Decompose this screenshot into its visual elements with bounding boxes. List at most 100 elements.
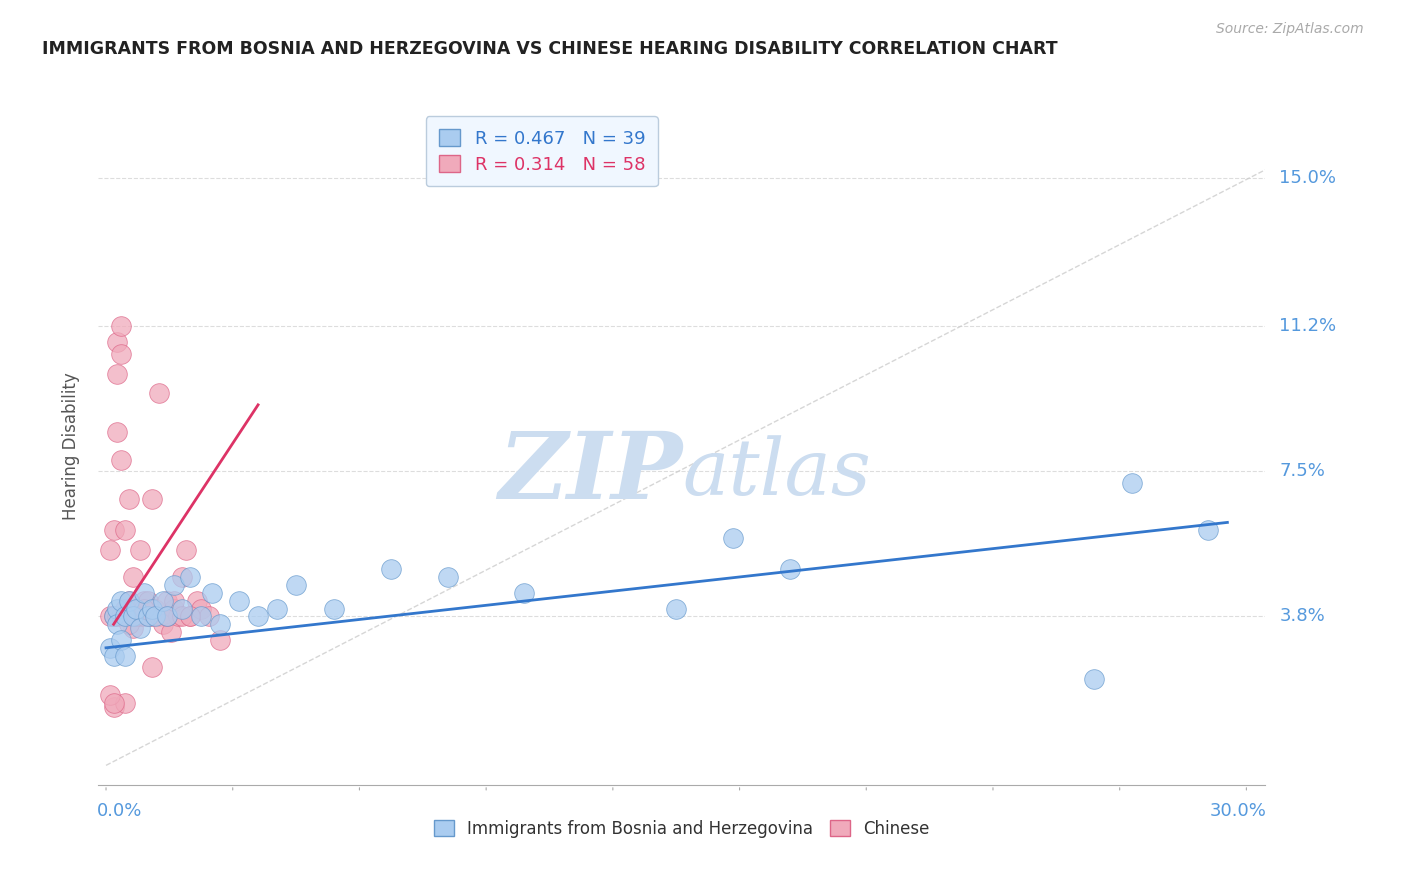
Point <box>148 609 170 624</box>
Point <box>125 601 148 615</box>
Point <box>110 594 132 608</box>
Point <box>186 594 208 608</box>
Text: IMMIGRANTS FROM BOSNIA AND HERZEGOVINA VS CHINESE HEARING DISABILITY CORRELATION: IMMIGRANTS FROM BOSNIA AND HERZEGOVINA V… <box>42 40 1057 58</box>
Point <box>98 609 121 624</box>
Point <box>145 601 167 615</box>
Point <box>141 660 163 674</box>
Point <box>163 601 186 615</box>
Point <box>125 609 148 624</box>
Point <box>209 617 232 632</box>
Point <box>103 699 125 714</box>
Point <box>285 578 308 592</box>
Point <box>125 609 148 624</box>
Point <box>163 578 186 592</box>
Y-axis label: Hearing Disability: Hearing Disability <box>62 372 80 520</box>
Point <box>107 367 129 381</box>
Point <box>156 594 179 608</box>
Text: 7.5%: 7.5% <box>1279 462 1326 481</box>
Point <box>132 601 155 615</box>
Point <box>247 609 270 624</box>
Text: ZIP: ZIP <box>498 428 682 518</box>
Point <box>114 609 136 624</box>
Point <box>107 335 129 350</box>
Point <box>118 594 141 608</box>
Point <box>145 609 167 624</box>
Point <box>197 609 219 624</box>
Point <box>141 601 163 615</box>
Point <box>132 609 155 624</box>
Point <box>141 491 163 506</box>
Point <box>132 594 155 608</box>
Point <box>103 648 125 663</box>
Point <box>107 425 129 440</box>
Point <box>114 609 136 624</box>
Point <box>129 609 152 624</box>
Point <box>201 586 224 600</box>
Point <box>98 640 121 655</box>
Point <box>323 601 346 615</box>
Point <box>156 609 179 624</box>
Point <box>136 609 159 624</box>
Point <box>170 570 193 584</box>
Point <box>103 609 125 624</box>
Point <box>121 609 143 624</box>
Point <box>190 601 212 615</box>
Legend: Immigrants from Bosnia and Herzegovina, Chinese: Immigrants from Bosnia and Herzegovina, … <box>427 814 936 845</box>
Point <box>163 594 186 608</box>
Point <box>118 617 141 632</box>
Point <box>107 617 129 632</box>
Point <box>380 562 402 576</box>
Point <box>141 609 163 624</box>
Point <box>266 601 288 615</box>
Point <box>129 621 152 635</box>
Point <box>136 609 159 624</box>
Text: 30.0%: 30.0% <box>1209 802 1267 820</box>
Point <box>121 621 143 635</box>
Point <box>779 562 801 576</box>
Point <box>114 648 136 663</box>
Point <box>156 609 179 624</box>
Point <box>1197 523 1219 537</box>
Point <box>110 452 132 467</box>
Point <box>132 586 155 600</box>
Point <box>148 386 170 401</box>
Point <box>110 609 132 624</box>
Point <box>121 570 143 584</box>
Point <box>170 609 193 624</box>
Point <box>121 609 143 624</box>
Text: 15.0%: 15.0% <box>1279 169 1336 186</box>
Point <box>114 523 136 537</box>
Point <box>118 491 141 506</box>
Point <box>107 601 129 615</box>
Text: 11.2%: 11.2% <box>1279 318 1337 335</box>
Point <box>152 617 174 632</box>
Text: 3.8%: 3.8% <box>1279 607 1324 625</box>
Point <box>98 542 121 557</box>
Point <box>110 632 132 647</box>
Point <box>665 601 688 615</box>
Point <box>179 609 201 624</box>
Point <box>118 594 141 608</box>
Point <box>125 601 148 615</box>
Point <box>437 570 460 584</box>
Point <box>190 609 212 624</box>
Text: Source: ZipAtlas.com: Source: ZipAtlas.com <box>1216 22 1364 37</box>
Point <box>209 632 232 647</box>
Point <box>179 570 201 584</box>
Point <box>98 688 121 702</box>
Point <box>152 594 174 608</box>
Point <box>129 542 152 557</box>
Text: atlas: atlas <box>682 435 870 511</box>
Point <box>110 319 132 334</box>
Point <box>110 347 132 361</box>
Point <box>513 586 536 600</box>
Point <box>1121 476 1143 491</box>
Point <box>1083 672 1105 686</box>
Point <box>170 601 193 615</box>
Point <box>228 594 250 608</box>
Point <box>103 523 125 537</box>
Point <box>118 609 141 624</box>
Point <box>159 625 181 640</box>
Point <box>167 609 190 624</box>
Point <box>103 696 125 710</box>
